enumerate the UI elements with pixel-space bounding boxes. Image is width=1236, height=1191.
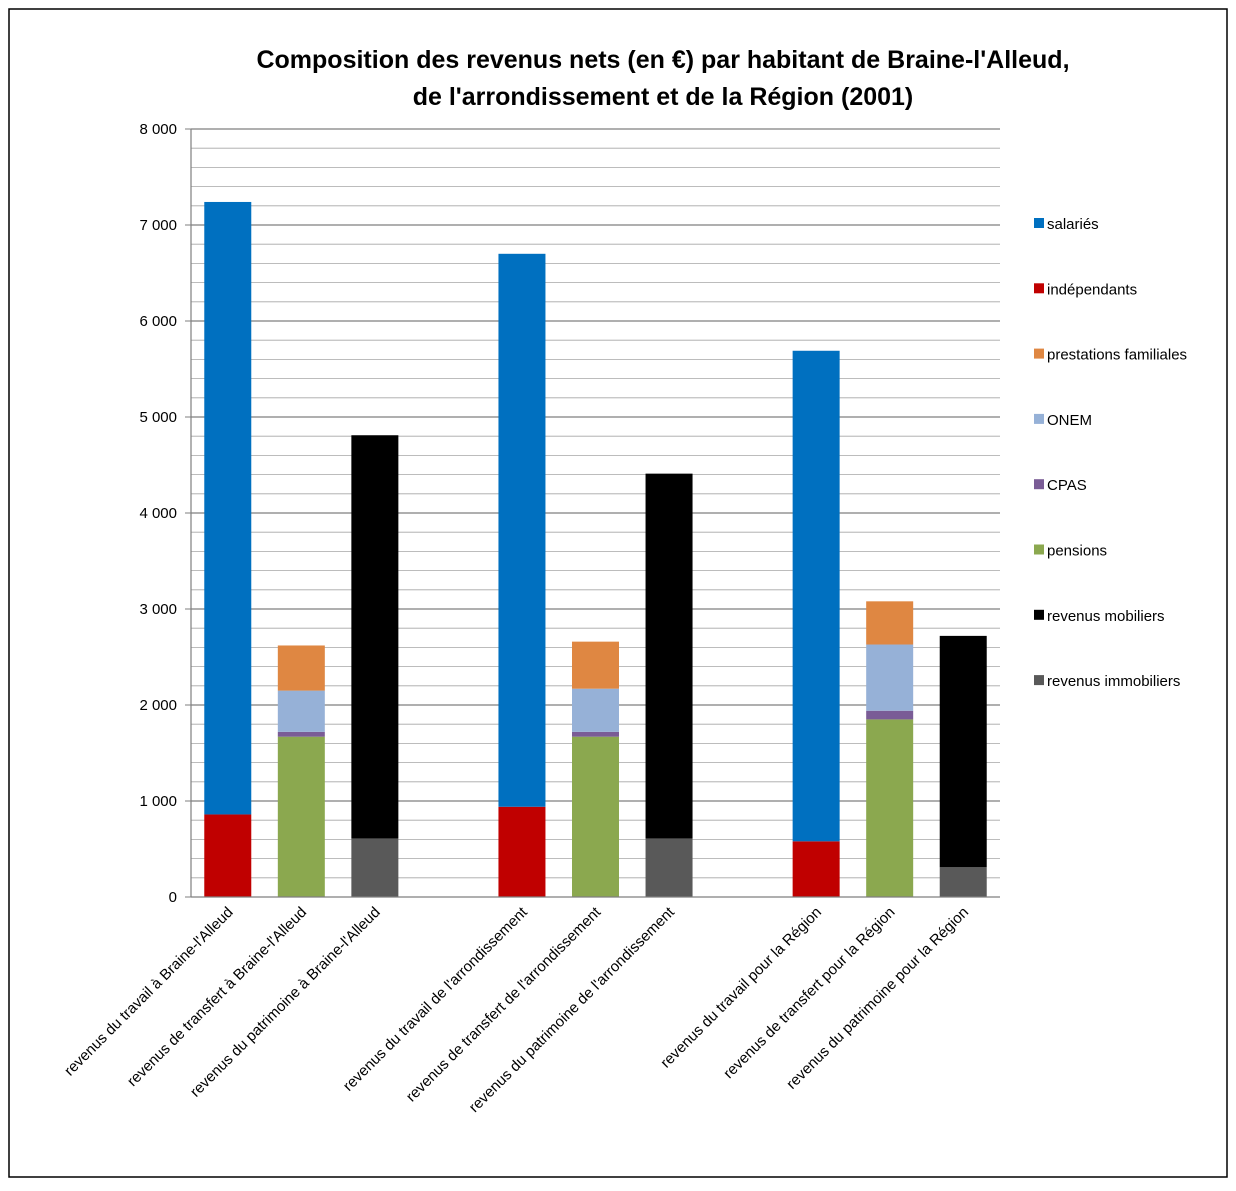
bar-segment-revenus-immobiliers	[939, 867, 987, 897]
legend-swatch	[1034, 609, 1044, 620]
bar-segment-revenus-mobiliers	[645, 473, 693, 839]
bar-segment-onem	[572, 688, 619, 732]
bar-segment-cpas	[277, 731, 325, 737]
bar-segment-prestations-familiales	[572, 641, 619, 689]
bar-segment-revenus-mobiliers	[939, 635, 987, 868]
bar-segment-pensions	[277, 736, 325, 897]
bars	[204, 201, 987, 897]
legend-swatch	[1034, 675, 1044, 686]
bar-segment-cpas	[866, 710, 914, 720]
legend-swatch	[1034, 479, 1044, 490]
bar-segment-revenus-immobiliers	[645, 838, 693, 897]
bar-segment-pensions	[866, 719, 914, 897]
legend-label: revenus immobiliers	[1047, 673, 1180, 690]
legend-swatch	[1034, 218, 1044, 228]
legend-label: prestations familiales	[1047, 347, 1187, 364]
legend-swatch	[1034, 413, 1044, 424]
bar-segment-cpas	[572, 731, 619, 737]
chart-title-line-1: Composition des revenus nets (en €) par …	[256, 46, 1069, 74]
bar-segment-salariés	[204, 201, 252, 815]
legend-label: revenus mobiliers	[1047, 608, 1165, 625]
legend-label: indépendants	[1047, 281, 1137, 298]
legend-label: CPAS	[1047, 477, 1087, 494]
y-tick-label: 3 000	[139, 601, 177, 618]
bar-segment-pensions	[572, 736, 619, 897]
legend-swatch	[1034, 283, 1044, 294]
legend-swatch	[1034, 348, 1044, 359]
bar-segment-indépendants	[792, 841, 840, 897]
bar-segment-revenus-immobiliers	[351, 838, 399, 897]
bar-segment-salariés	[792, 350, 840, 842]
bar-segment-onem	[866, 644, 914, 711]
legend-label: salariés	[1047, 216, 1099, 233]
legend: salariés indépendants prestations familial…	[1034, 216, 1187, 690]
y-tick-label: 2 000	[139, 697, 177, 714]
y-tick-label: 7 000	[139, 217, 177, 234]
legend-label: ONEM	[1047, 412, 1092, 429]
legend-label: pensions	[1047, 543, 1107, 560]
y-tick-label: 4 000	[139, 505, 177, 522]
bar-segment-revenus-mobiliers	[351, 435, 399, 839]
y-tick-label: 0	[169, 889, 177, 906]
bar-segment-prestations-familiales	[277, 645, 325, 691]
chart-title-line-2: de l'arrondissement et de la Région (200…	[413, 83, 914, 111]
bar-segment-indépendants	[498, 806, 546, 897]
bar-segment-salariés	[498, 253, 546, 807]
y-tick-label: 1 000	[139, 793, 177, 810]
bar-segment-indépendants	[204, 814, 252, 897]
bar-segment-onem	[277, 690, 325, 732]
y-tick-label: 8 000	[139, 121, 177, 138]
legend-swatch	[1034, 544, 1044, 555]
y-tick-label: 6 000	[139, 313, 177, 330]
chart-border	[8, 8, 1228, 1178]
y-tick-label: 5 000	[139, 409, 177, 426]
bar-segment-prestations-familiales	[866, 601, 914, 645]
